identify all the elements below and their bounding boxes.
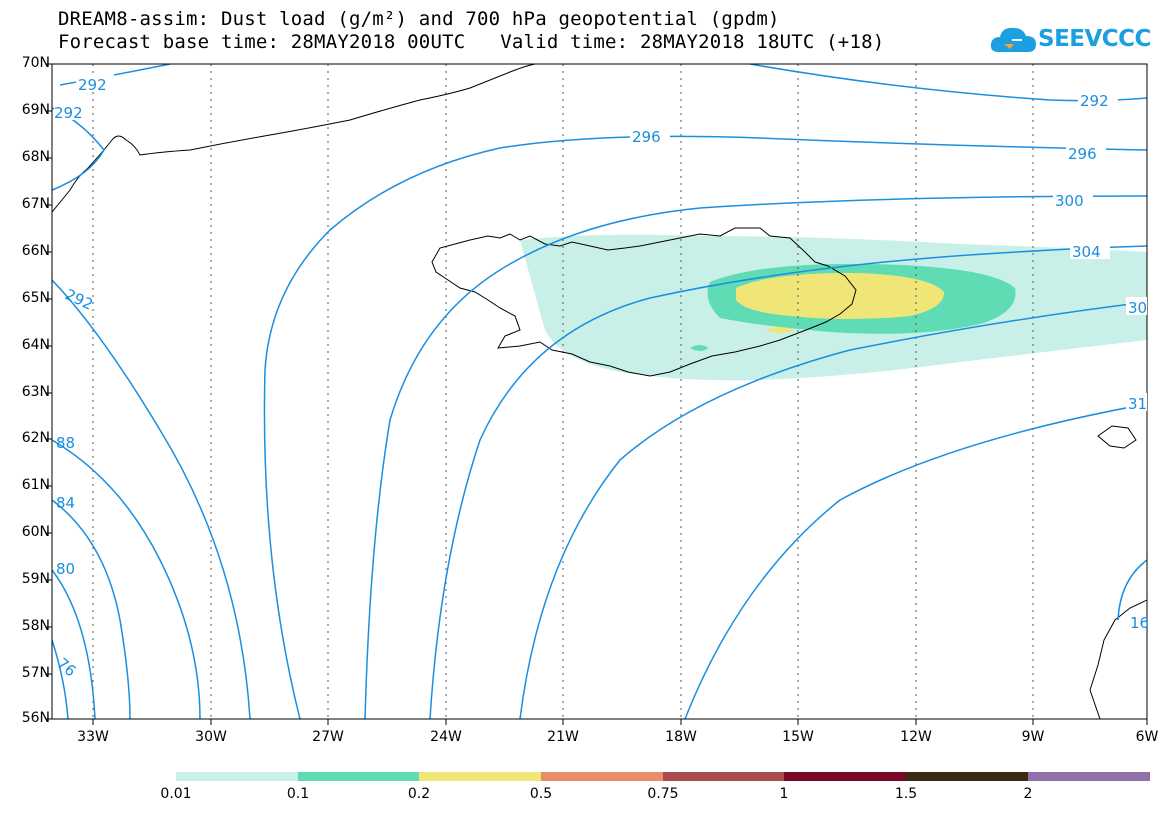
lat-label: 65N: [21, 290, 50, 306]
lon-label: 12W: [900, 729, 932, 745]
contour-label: 292: [1080, 92, 1109, 110]
contour-label: 304: [1072, 243, 1101, 261]
dust-area-0-1b: [690, 345, 708, 351]
colorbar-segment: [541, 772, 663, 781]
lat-label: 61N: [21, 477, 50, 493]
lat-label: 68N: [21, 149, 50, 165]
lat-label: 67N: [21, 196, 50, 212]
lat-label: 69N: [21, 102, 50, 118]
contour-label: 84: [56, 494, 75, 512]
contour-label: 292: [78, 76, 107, 94]
contour-label: 88: [56, 434, 75, 452]
colorbar-label: 1.5: [894, 786, 918, 802]
lon-label: 6W: [1135, 729, 1159, 745]
colorbar-segment: [298, 772, 419, 781]
contour-label: 292: [54, 104, 83, 122]
lon-label: 27W: [312, 729, 344, 745]
plot-frame: [51, 63, 1148, 720]
iceland-coast: [431, 227, 857, 377]
scotland-coast: [1089, 599, 1147, 719]
lat-label: 64N: [21, 337, 50, 353]
lat-label: 63N: [21, 384, 50, 400]
lon-label: 21W: [547, 729, 579, 745]
faroe-coast: [1097, 425, 1137, 449]
graticule: [92, 64, 1034, 719]
contour-label: 300: [1055, 192, 1084, 210]
contour-label: 292: [62, 285, 96, 313]
colorbar: [176, 772, 1150, 781]
lat-label: 56N: [21, 710, 50, 726]
colorbar-label: 0.75: [647, 786, 679, 802]
contour-label: 16: [1130, 614, 1149, 632]
colorbar-label: 0.1: [286, 786, 310, 802]
axis-ticks: [46, 63, 1148, 725]
lat-label: 70N: [21, 55, 50, 71]
colorbar-label: 0.01: [160, 786, 192, 802]
dust-area-0-2b: [765, 327, 795, 333]
contour-label: 296: [1068, 145, 1097, 163]
cloud-icon: [990, 27, 1036, 52]
dust-area-0-2: [736, 272, 945, 319]
contour-label: 30: [1128, 299, 1147, 317]
lat-label: 58N: [21, 618, 50, 634]
colorbar-label: 0.2: [407, 786, 431, 802]
colorbar-segment: [663, 772, 784, 781]
colorbar-label: 1: [779, 786, 789, 802]
lon-label: 9W: [1021, 729, 1045, 745]
lat-label: 59N: [21, 571, 50, 587]
colorbar-segment: [176, 772, 298, 781]
lat-label: 66N: [21, 243, 50, 259]
colorbar-segment: [419, 772, 541, 781]
lat-label: 62N: [21, 430, 50, 446]
logo-text: SEEVCCC: [1038, 26, 1151, 52]
contour-label: 296: [632, 128, 661, 146]
colorbar-label: 0.5: [529, 786, 553, 802]
map-title: DREAM8-assim: Dust load (g/m²) and 700 h…: [58, 8, 780, 30]
map-subtitle: Forecast base time: 28MAY2018 00UTC Vali…: [58, 31, 885, 53]
lat-label: 57N: [21, 665, 50, 681]
contour-labels: 292 292 296 296 300 304 30 31 292 292 88…: [53, 74, 1149, 680]
lon-label: 30W: [195, 729, 227, 745]
lat-label: 60N: [21, 524, 50, 540]
colorbar-segment: [784, 772, 906, 781]
colorbar-segment: [1028, 772, 1150, 781]
lon-label: 18W: [665, 729, 697, 745]
lon-label: 33W: [77, 729, 109, 745]
greenland-coast: [52, 64, 536, 213]
lon-label: 15W: [782, 729, 814, 745]
colorbar-segment: [906, 772, 1028, 781]
contour-label: 31: [1128, 395, 1147, 413]
colorbar-label: 2: [1023, 786, 1033, 802]
geopotential-contours: [52, 64, 1147, 719]
contour-label: 80: [56, 560, 75, 578]
dust-field: [520, 234, 1147, 381]
lon-label: 24W: [430, 729, 462, 745]
coastlines: [52, 64, 1147, 719]
